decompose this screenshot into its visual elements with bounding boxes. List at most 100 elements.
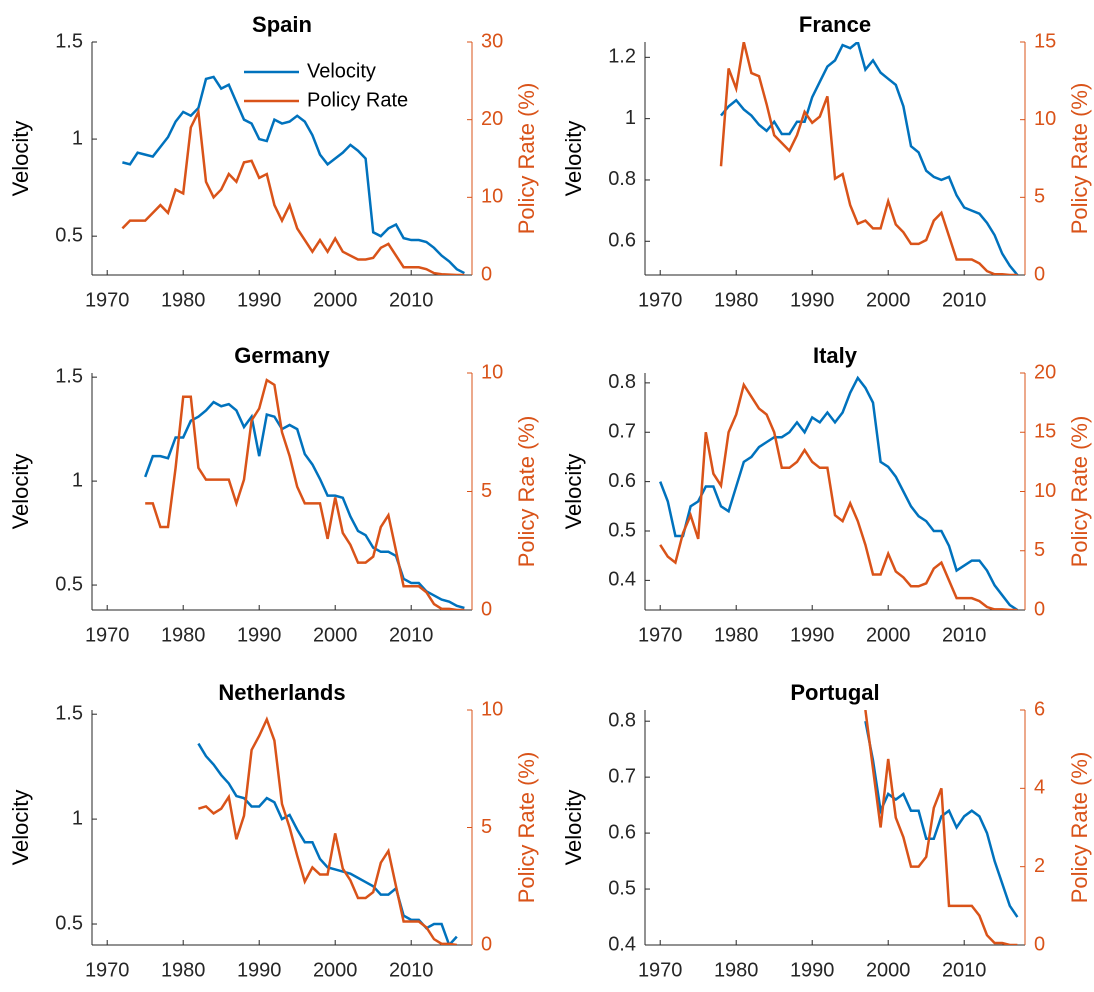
y-axis-label: Velocity <box>8 790 33 866</box>
y-tick-label: 0.8 <box>608 168 636 190</box>
series-line <box>197 742 458 945</box>
y2-tick-label: 0 <box>481 263 492 285</box>
x-tick-label: 1980 <box>161 959 206 981</box>
y-tick-label: 1 <box>625 107 636 129</box>
y-tick-label: 1.5 <box>55 702 83 724</box>
panel-title: Spain <box>252 12 312 37</box>
x-tick-label: 1980 <box>714 289 759 311</box>
y-axis-label: Velocity <box>561 454 586 530</box>
x-tick-label: 1970 <box>85 624 130 646</box>
y-tick-label: 0.6 <box>608 470 636 492</box>
y-axis-label: Velocity <box>8 454 33 530</box>
series-line <box>864 720 1019 918</box>
x-tick-label: 1970 <box>638 624 683 646</box>
y2-tick-label: 0 <box>1034 598 1045 620</box>
y2-axis-label: Policy Rate (%) <box>1067 83 1092 235</box>
panel-title: Netherlands <box>218 680 345 705</box>
x-tick-label: 1990 <box>237 959 282 981</box>
series-line <box>144 400 465 610</box>
panel-title: France <box>799 12 871 37</box>
y2-tick-label: 20 <box>1034 361 1056 383</box>
panel-title: Germany <box>234 343 330 368</box>
y2-tick-label: 20 <box>481 108 503 130</box>
y2-tick-label: 2 <box>1034 855 1045 877</box>
x-tick-label: 1990 <box>237 289 282 311</box>
x-tick-label: 2010 <box>942 624 987 646</box>
x-tick-label: 1970 <box>85 959 130 981</box>
y2-tick-label: 4 <box>1034 777 1045 799</box>
y2-tick-label: 5 <box>1034 539 1045 561</box>
y2-tick-label: 0 <box>1034 933 1045 955</box>
y-tick-label: 0.5 <box>608 519 636 541</box>
series-line <box>719 42 1018 275</box>
x-tick-label: 2000 <box>866 959 911 981</box>
series-line <box>122 75 465 275</box>
x-tick-label: 1970 <box>638 289 683 311</box>
series-line <box>659 375 1019 610</box>
y2-axis-label: Policy Rate (%) <box>514 752 539 904</box>
x-tick-label: 1990 <box>790 289 835 311</box>
y2-tick-label: 5 <box>1034 186 1045 208</box>
x-tick-label: 1990 <box>790 959 835 981</box>
y-tick-label: 0.5 <box>55 912 83 934</box>
series-line <box>121 107 465 275</box>
series-line <box>720 42 1019 275</box>
x-tick-label: 2000 <box>313 289 358 311</box>
y-tick-label: 0.5 <box>55 224 83 246</box>
y2-tick-label: 15 <box>1034 421 1056 443</box>
x-tick-label: 1970 <box>85 289 130 311</box>
x-tick-label: 2000 <box>866 624 911 646</box>
y-axis-label: Velocity <box>8 121 33 197</box>
y-tick-label: 0.7 <box>608 421 636 443</box>
x-tick-label: 2010 <box>942 959 987 981</box>
y2-tick-label: 10 <box>481 698 503 720</box>
y-tick-label: 1 <box>72 807 83 829</box>
y2-axis-label: Policy Rate (%) <box>1067 416 1092 568</box>
y-tick-label: 0.5 <box>608 877 636 899</box>
y-tick-label: 0.5 <box>55 573 83 595</box>
y-tick-label: 0.4 <box>608 933 636 955</box>
y-axis-label: Velocity <box>561 790 586 866</box>
panel-title: Portugal <box>790 680 879 705</box>
y-tick-label: 1 <box>72 127 83 149</box>
y2-tick-label: 0 <box>481 598 492 620</box>
y2-tick-label: 5 <box>481 480 492 502</box>
x-tick-label: 1980 <box>714 624 759 646</box>
series-line <box>145 378 465 610</box>
x-tick-label: 1970 <box>638 959 683 981</box>
y-tick-label: 0.7 <box>608 765 636 787</box>
x-tick-label: 2000 <box>313 959 358 981</box>
y2-tick-label: 5 <box>481 816 492 838</box>
series-line <box>864 710 1018 945</box>
series-line <box>198 716 457 945</box>
y-tick-label: 1.5 <box>55 30 83 52</box>
y2-tick-label: 6 <box>1034 698 1045 720</box>
legend-label: Velocity <box>307 60 376 82</box>
y-tick-label: 1.5 <box>55 365 83 387</box>
y2-tick-label: 10 <box>1034 108 1056 130</box>
y-tick-label: 0.4 <box>608 569 636 591</box>
x-tick-label: 1990 <box>237 624 282 646</box>
y2-tick-label: 15 <box>1034 30 1056 52</box>
legend-label: Policy Rate <box>307 89 408 111</box>
y2-tick-label: 0 <box>481 933 492 955</box>
y2-tick-label: 0 <box>1034 263 1045 285</box>
x-tick-label: 1990 <box>790 624 835 646</box>
y2-tick-label: 10 <box>481 186 503 208</box>
y2-axis-label: Policy Rate (%) <box>1067 752 1092 904</box>
x-tick-label: 2000 <box>866 289 911 311</box>
x-tick-label: 2010 <box>942 289 987 311</box>
x-tick-label: 1980 <box>161 289 206 311</box>
y2-axis-label: Policy Rate (%) <box>514 83 539 235</box>
x-tick-label: 1980 <box>161 624 206 646</box>
y-axis-label: Velocity <box>561 121 586 197</box>
y-tick-label: 0.6 <box>608 230 636 252</box>
x-tick-label: 2000 <box>313 624 358 646</box>
x-tick-label: 2010 <box>389 959 434 981</box>
x-tick-label: 1980 <box>714 959 759 981</box>
y-tick-label: 1 <box>72 469 83 491</box>
y2-tick-label: 30 <box>481 30 503 52</box>
x-tick-label: 2010 <box>389 624 434 646</box>
